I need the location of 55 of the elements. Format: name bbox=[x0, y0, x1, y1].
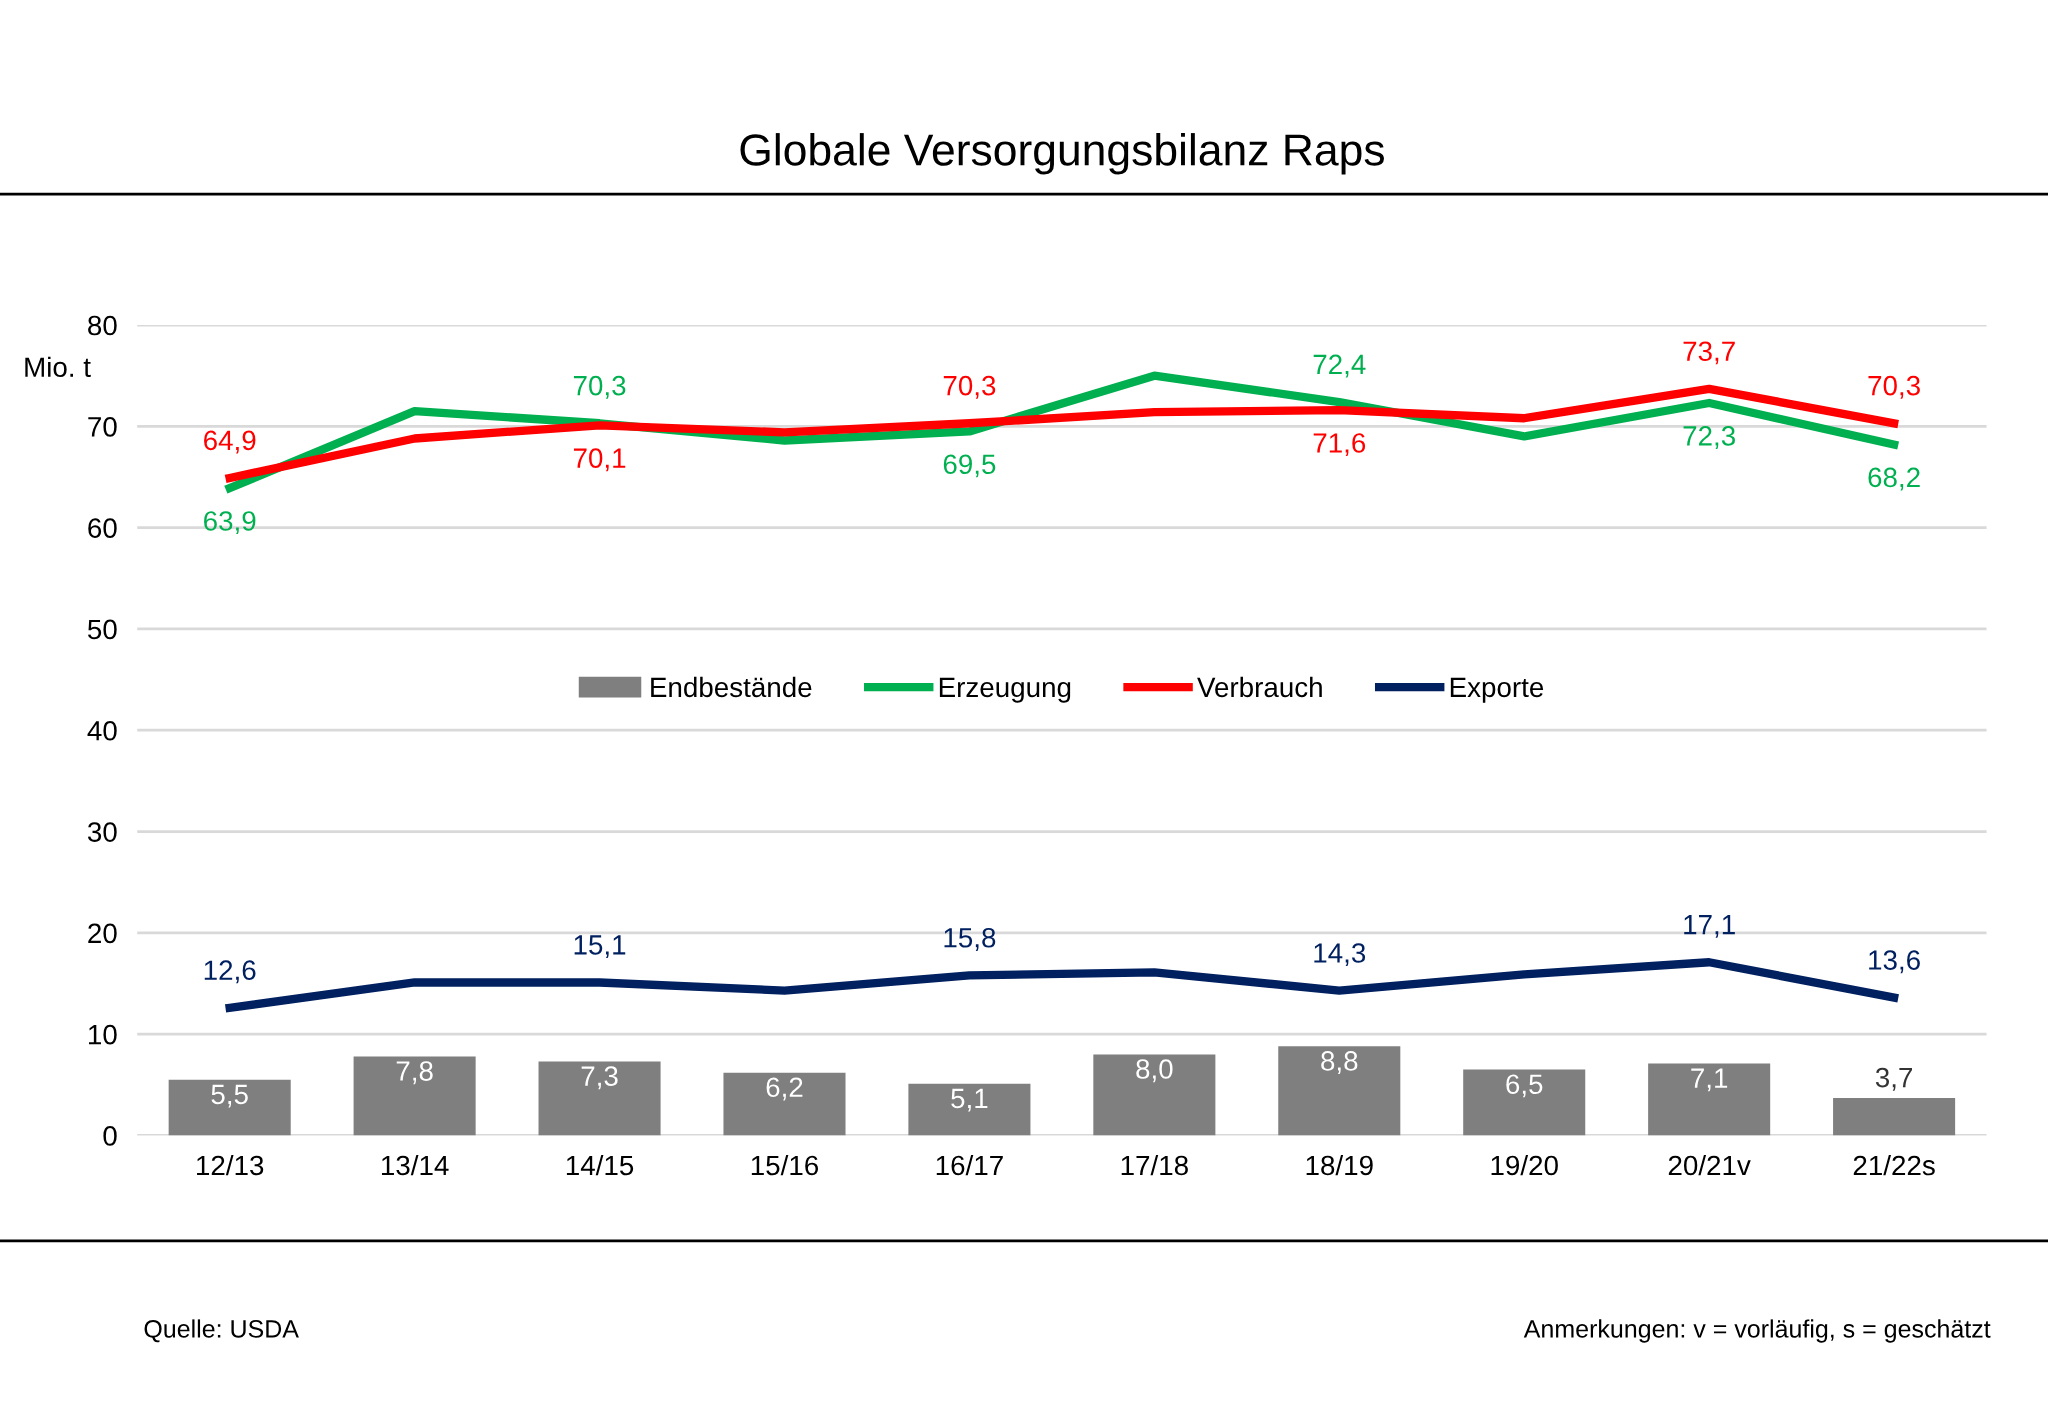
data-label: 7,8 bbox=[396, 1061, 433, 1085]
y-axis-title: Mio. t bbox=[25, 356, 91, 378]
data-label: 72,3 bbox=[1683, 426, 1735, 449]
y-tick-label: 0 bbox=[103, 1126, 117, 1146]
x-tick-label: 15/16 bbox=[751, 1154, 819, 1176]
data-label: 70,3 bbox=[1868, 375, 1920, 399]
text: Anmerkungen: v = vorläufig, s = geschätzt bbox=[1523, 1319, 1991, 1343]
y-tick-label: 70 bbox=[88, 416, 117, 437]
chart-title: Globale Versorgungsbilanz Raps bbox=[740, 133, 1384, 175]
data-label: 12,6 bbox=[204, 960, 256, 984]
data-label: 8,8 bbox=[1321, 1051, 1358, 1075]
x-tick-label: 18/19 bbox=[1306, 1154, 1373, 1176]
x-tick-label: 17/18 bbox=[1121, 1154, 1188, 1176]
data-label: 63,9 bbox=[204, 511, 256, 535]
x-tick-label: 16/17 bbox=[936, 1154, 1003, 1176]
data-label: 69,5 bbox=[943, 454, 996, 478]
x-tick-label: 20/21v bbox=[1668, 1154, 1751, 1176]
data-label: 70,3 bbox=[573, 375, 626, 399]
y-tick-label: 60 bbox=[88, 518, 117, 538]
data-label: 6,5 bbox=[1506, 1074, 1543, 1098]
data-label: 68,2 bbox=[1868, 467, 1920, 491]
data-label: 8,0 bbox=[1136, 1059, 1173, 1083]
data-label: 70,1 bbox=[573, 448, 626, 472]
y-tick-label: 50 bbox=[87, 619, 117, 640]
data-label: 13,6 bbox=[1869, 950, 1920, 974]
y-tick-label: 80 bbox=[88, 315, 117, 336]
legend-label: Erzeugung bbox=[939, 677, 1071, 703]
data-label: 70,3 bbox=[943, 375, 996, 399]
y-tick-label: 30 bbox=[87, 822, 117, 842]
data-label: 7,1 bbox=[1691, 1068, 1728, 1092]
data-label: 64,9 bbox=[204, 430, 256, 454]
legend-label: Exporte bbox=[1450, 677, 1544, 703]
y-tick-label: 10 bbox=[89, 1024, 117, 1045]
data-label: 6,2 bbox=[766, 1077, 803, 1101]
data-label: 5,1 bbox=[951, 1088, 988, 1112]
x-tick-label: 21/22s bbox=[1853, 1154, 1935, 1176]
x-tick-label: 19/20 bbox=[1491, 1154, 1558, 1176]
data-label: 71,6 bbox=[1313, 433, 1366, 457]
legend-label: Verbrauch bbox=[1197, 676, 1322, 698]
data-label: 73,7 bbox=[1683, 341, 1735, 365]
data-label: 5,5 bbox=[211, 1084, 248, 1108]
source-note: Quelle: USDA bbox=[144, 1319, 299, 1343]
data-label: 3,7 bbox=[1875, 1067, 1913, 1091]
y-tick-label: 40 bbox=[87, 720, 117, 741]
x-tick-label: 13/14 bbox=[381, 1154, 449, 1176]
legend-label: Endbestände bbox=[651, 676, 812, 698]
data-label: 15,8 bbox=[944, 927, 996, 951]
data-label: 72,4 bbox=[1313, 354, 1366, 378]
data-label: 7,3 bbox=[581, 1066, 618, 1090]
data-label: 14,3 bbox=[1314, 943, 1366, 967]
y-tick-label: 20 bbox=[88, 923, 117, 944]
data-label: 15,1 bbox=[574, 935, 626, 958]
x-tick-label: 12/13 bbox=[197, 1154, 264, 1176]
data-label: 17,1 bbox=[1684, 915, 1735, 938]
x-tick-label: 14/15 bbox=[566, 1154, 634, 1176]
